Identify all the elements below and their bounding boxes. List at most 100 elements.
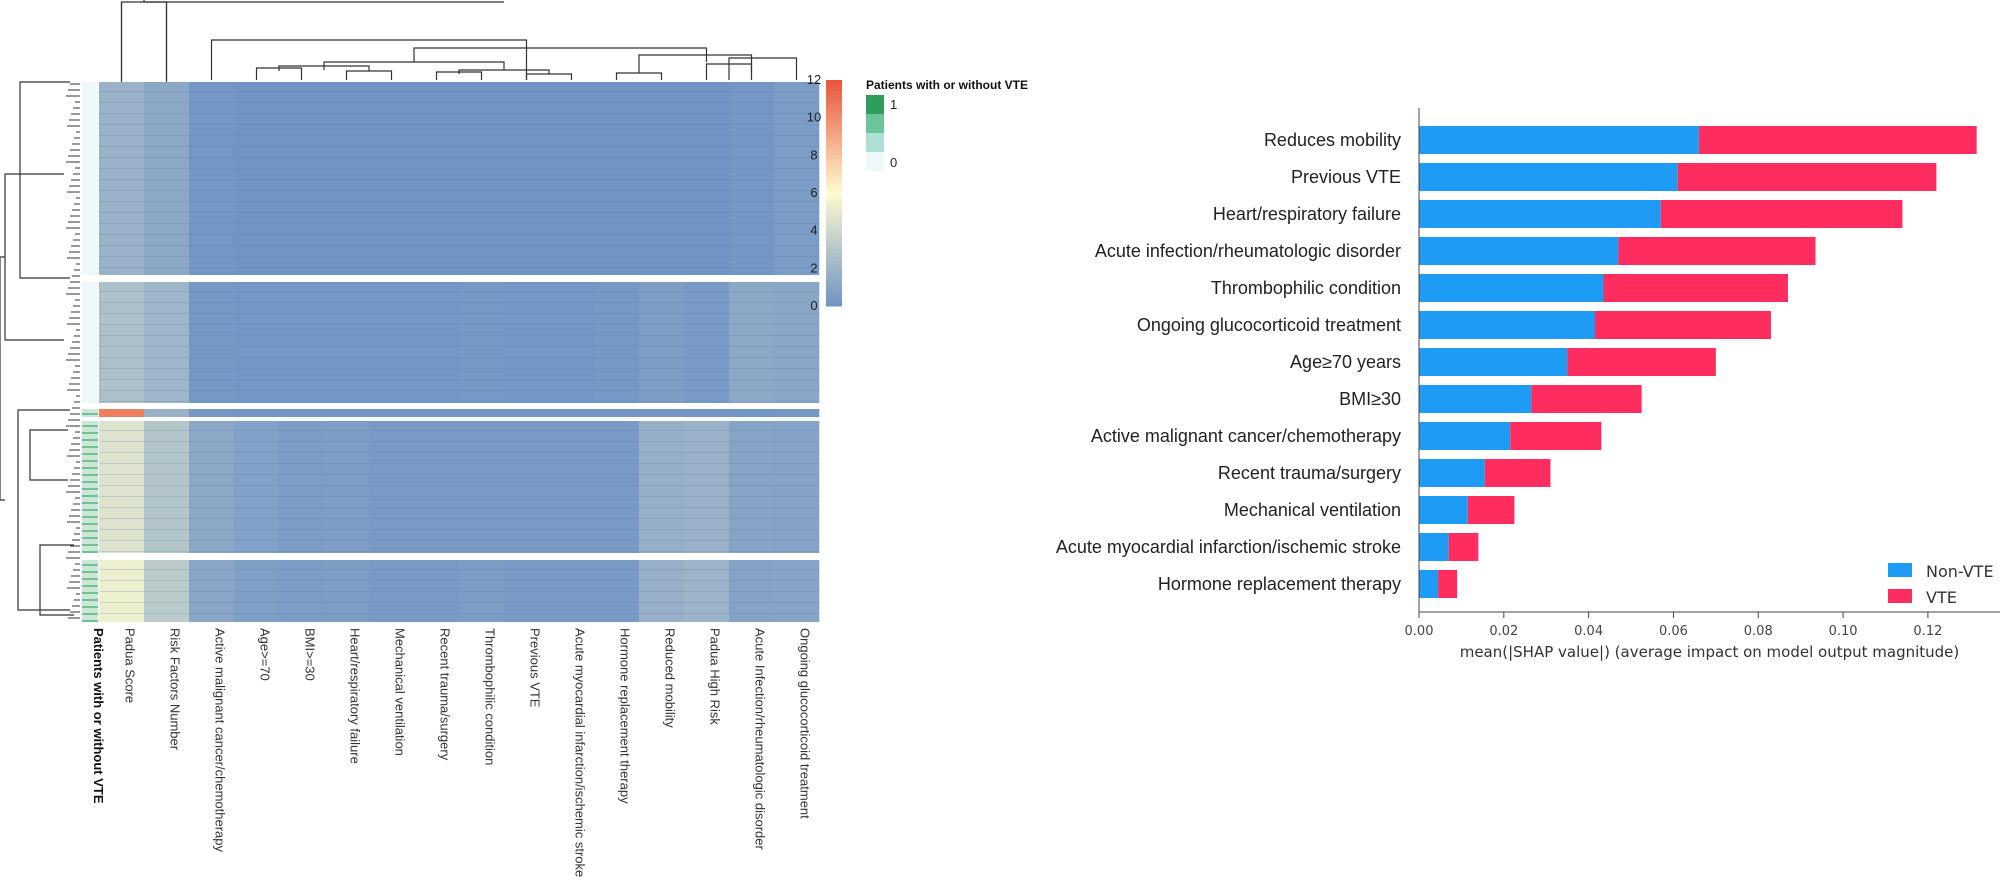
colorbar-segment [826,208,842,213]
heatmap-column-label: Active malignant cancer/chemotherapy [213,628,228,853]
annotation-legend-swatch [866,133,884,152]
colorbar-segment [826,245,842,250]
heatmap-cell [774,421,820,553]
feature-label: BMI≥30 [1339,389,1401,409]
heatmap-cell [279,421,325,553]
annotation-vte-mark [82,599,98,601]
heatmap-cell [549,560,595,622]
annotation-vte-mark [82,425,98,427]
annotation-vte-mark [82,592,98,594]
heatmap-row-texture [99,540,819,541]
legend-swatch-non-vte [1888,563,1912,577]
heatmap-cell [684,421,730,553]
heatmap-cell [504,409,550,417]
colorbar-tick-label: 6 [810,185,817,200]
heatmap-cell [324,282,370,403]
heatmap-row-texture [99,518,819,519]
annotation-vte-mark [82,439,98,441]
bar-vte [1660,200,1903,228]
colorbar-segment [826,151,842,156]
annotation-legend-label: 1 [890,97,897,112]
feature-label: Heart/respiratory failure [1213,204,1401,224]
heatmap-cell [279,560,325,622]
colorbar-segment [826,162,842,168]
heatmap-cell [99,82,145,275]
heatmap-column-label: Risk Factors Number [168,628,183,751]
column-dendrogram-link [345,70,393,80]
colorbar-segment [826,290,842,296]
heatmap-cell [144,421,190,553]
colorbar-tick-label: 4 [810,223,817,238]
heatmap-cell [639,82,685,275]
annotation-legend-title: Patients with or without VTE [866,78,1028,92]
colorbar-segment [826,147,842,153]
feature-label: Mechanical ventilation [1224,500,1401,520]
colorbar-segment [826,294,842,299]
annotation-legend-swatch [866,114,884,133]
annotation-vte-mark [82,446,98,448]
heatmap-cell [639,282,685,403]
column-dendrogram-link [728,57,798,80]
heatmap-row-texture [99,335,819,336]
heatmap-cell [459,82,505,275]
colorbar-segment [826,298,842,303]
heatmap-column-label: BMI>=30 [303,628,318,681]
x-tick-label: 0.04 [1574,624,1603,639]
heatmap-cell [729,82,775,275]
colorbar-segment [826,204,842,209]
heatmap-cell [639,409,685,417]
heatmap-cell [234,282,280,403]
heatmap-row-texture [99,91,819,92]
x-axis-title: mean(|SHAP value|) (average impact on mo… [1460,643,1960,661]
bar-non-vte [1419,459,1485,487]
heatmap-cell [639,560,685,622]
annotation-vte-mark [82,516,98,518]
bar-vte [1438,570,1458,598]
heatmap-row-texture [99,302,819,303]
heatmap-row-texture [99,313,819,314]
feature-label: Previous VTE [1291,167,1401,187]
heatmap-cell [414,560,460,622]
bar-non-vte [1419,126,1699,154]
colorbar-segment [826,125,842,130]
heatmap-panel: Patients with or without VTE Padua Score R… [0,0,1028,877]
colorbar-segment [826,170,842,175]
bar-vte [1677,163,1937,191]
heatmap-column-label: Mechanical ventilation [393,628,408,756]
annotation-vte-mark [82,530,98,532]
feature-label: Ongoing glucocorticoid treatment [1137,315,1401,335]
heatmap-cell [504,421,550,553]
colorbar-segment [826,189,842,194]
heatmap-cell [414,409,460,417]
colorbar-segment [826,302,842,307]
heatmap-row-texture [99,507,819,508]
annotation-vte-mark [82,481,98,483]
feature-label: Thrombophilic condition [1211,278,1401,298]
heatmap-cell [144,409,190,417]
heatmap-cell [774,282,820,403]
row-dendrogram-link [0,256,5,501]
colorbar-segment [826,91,842,96]
bar-vte [1698,126,1977,154]
heatmap-column-label: Hormone replacement therapy [618,628,633,804]
colorbar-segment [826,272,842,277]
annotation-vte-mark [82,578,98,580]
heatmap-cell [459,421,505,553]
heatmap-row-texture [99,580,819,581]
heatmap-cell [729,282,775,403]
row-dendrogram-link [19,81,70,279]
heatmap-row-texture [99,267,819,268]
heatmap-row-texture [99,613,819,614]
heatmap-cell [459,560,505,622]
heatmap-cell [729,421,775,553]
colorbar-segment [826,181,842,186]
bar-vte [1484,459,1551,487]
heatmap-cell [369,409,415,417]
heatmap-column-label: Acute Infection/rheumatologic disorder [753,628,768,851]
colorbar-tick-label: 2 [810,260,817,275]
heatmap-cell [234,409,280,417]
feature-label: Reduces mobility [1264,130,1401,150]
x-tick-label: 0.00 [1405,624,1434,639]
bar-non-vte [1419,570,1439,598]
